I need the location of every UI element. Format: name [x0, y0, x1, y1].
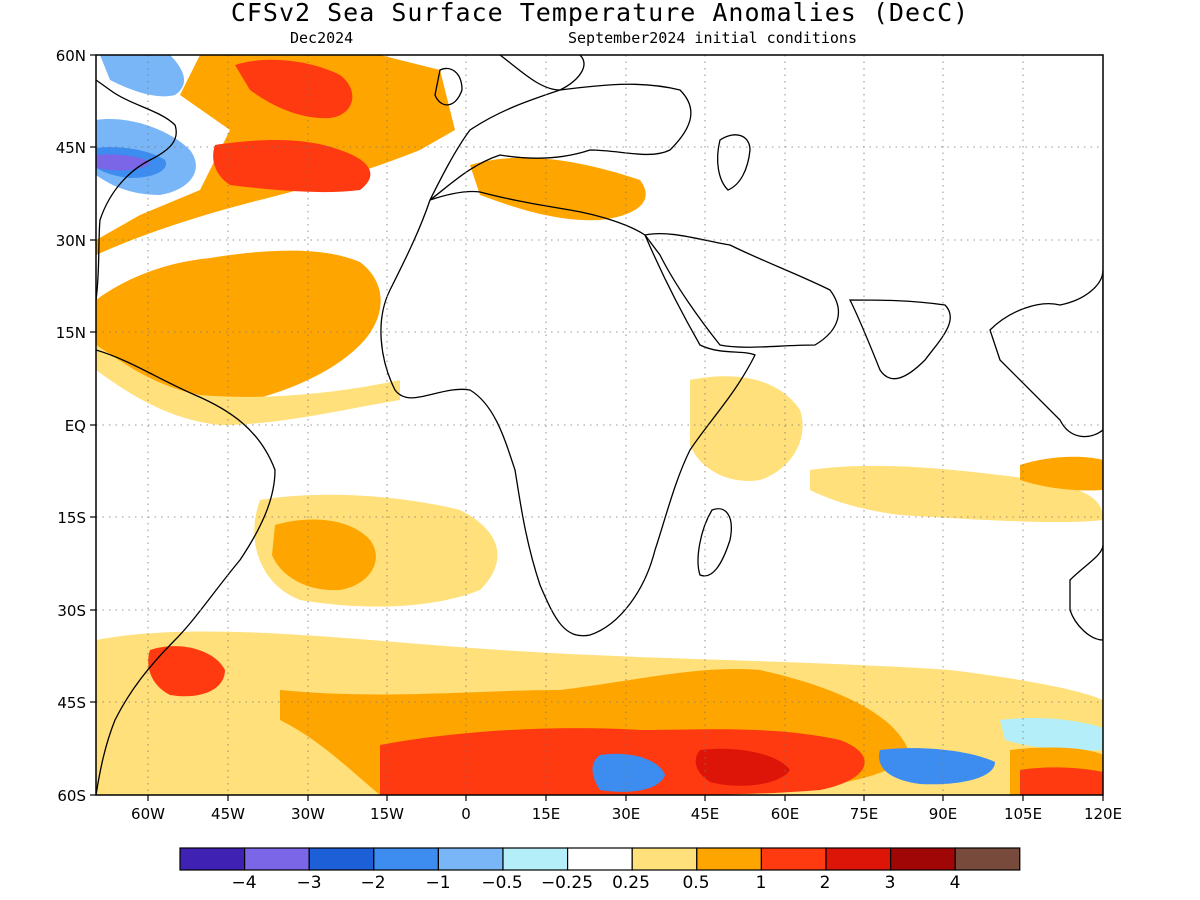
colorbar-swatch	[437, 847, 504, 871]
anomaly-region-indonesia-warm	[1020, 456, 1103, 491]
colorbar-swatch	[373, 847, 439, 871]
coastlines	[96, 55, 1103, 795]
anomaly-region-australia-south-hot	[1020, 767, 1103, 795]
colorbar-label: 2	[820, 873, 831, 893]
anomaly-region-mediterranean-warm	[470, 157, 646, 221]
australia-coastline	[1069, 544, 1103, 641]
british-isles-coastline	[434, 67, 463, 106]
colorbar-swatch	[954, 847, 1021, 871]
anomaly-region-newfoundland-cold	[100, 55, 185, 97]
lat-label: 60N	[56, 47, 86, 65]
colorbar-label: 4	[950, 873, 961, 893]
lon-label: 45E	[691, 805, 720, 823]
lat-label: EQ	[65, 417, 86, 435]
anomaly-region-s-atlantic-warm	[272, 519, 376, 591]
colorbar-swatch	[631, 847, 698, 871]
colorbar-label: −0.5	[481, 873, 522, 893]
colorbar-swatch	[244, 847, 310, 871]
lat-label: 15N	[56, 324, 86, 342]
anomaly-region-kerguelen-cold	[879, 748, 995, 785]
lon-label: 60E	[771, 805, 800, 823]
lon-label: 120E	[1084, 805, 1122, 823]
colorbar-swatch	[502, 847, 569, 871]
lon-label: 75E	[850, 805, 879, 823]
lon-label: 30W	[291, 805, 325, 823]
lon-label: 30E	[612, 805, 641, 823]
colorbar-label: 1	[756, 873, 767, 893]
colorbar-label: 0.25	[612, 873, 650, 893]
lat-label: 45N	[56, 139, 86, 157]
colorbar-label: −2	[360, 873, 385, 893]
colorbar-labels: −4 −3 −2 −1 −0.5 −0.25 0.25 0.5 1 2 3 4	[231, 873, 960, 893]
forecast-month-label: Dec2024	[290, 29, 354, 47]
north-america-coastline	[96, 79, 177, 301]
anomaly-region-patagonia-warm	[148, 646, 225, 697]
map-title: CFSv2 Sea Surface Temperature Anomalies …	[230, 0, 970, 27]
africa-coastline	[380, 190, 756, 637]
colorbar-swatch	[696, 847, 762, 871]
lat-label: 60S	[57, 787, 86, 805]
lon-label: 0	[461, 805, 471, 823]
colorbar-label: −3	[296, 873, 321, 893]
tick-marks	[90, 54, 1104, 801]
anomaly-region-n-atlantic-hot	[213, 140, 371, 193]
lon-label: 105E	[1004, 805, 1042, 823]
anomaly-region-n-atlantic-hot2	[235, 59, 353, 119]
anomaly-region-labrador-coldest	[96, 154, 150, 171]
colorbar-swatch	[566, 847, 633, 871]
initial-conditions-label: September2024 initial conditions	[568, 29, 857, 47]
anomaly-region-subtropical-atlantic-warm	[96, 250, 381, 406]
longitude-labels: 60W 45W 30W 15W 0 15E 30E 45E 60E 75E 90…	[131, 805, 1122, 823]
europe-coastline	[429, 83, 692, 201]
colorbar-swatch	[825, 847, 892, 871]
anomaly-region-atlantic-pale-warm	[96, 345, 400, 425]
colorbar	[179, 847, 1021, 871]
colorbar-swatch	[308, 847, 375, 871]
lon-label: 90E	[929, 805, 958, 823]
madagascar-coastline	[697, 508, 732, 577]
latitude-labels: 60N 45N 30N 15N EQ 15S 30S 45S 60S	[56, 47, 86, 805]
lat-label: 15S	[57, 509, 86, 527]
south-america-coastline	[96, 349, 276, 795]
colorbar-label: −4	[231, 873, 256, 893]
colorbar-label: −0.25	[541, 873, 593, 893]
anomaly-region-indian-ocean-pale	[690, 376, 803, 481]
india-coastline	[848, 299, 951, 380]
colorbar-label: 0.5	[682, 873, 709, 893]
lat-label: 30S	[57, 602, 86, 620]
lon-label: 15E	[532, 805, 561, 823]
anomaly-region-s-indian-cold	[592, 753, 665, 792]
anomaly-field	[96, 55, 1103, 795]
graticule	[96, 55, 1103, 795]
anomaly-region-s-pacific-cold	[1000, 717, 1103, 751]
caspian-coastline	[717, 134, 751, 191]
scandinavia-coastline	[499, 55, 585, 91]
colorbar-swatch	[760, 847, 827, 871]
colorbar-swatch	[179, 847, 246, 871]
colorbar-label: 3	[885, 873, 896, 893]
lon-label: 45W	[211, 805, 245, 823]
anomaly-region-southern-ocean-hottest	[695, 748, 790, 786]
lat-label: 30N	[56, 232, 86, 250]
colorbar-label: −1	[425, 873, 450, 893]
lon-label: 15W	[370, 805, 404, 823]
colorbar-swatch	[889, 847, 956, 871]
lat-label: 45S	[57, 694, 86, 712]
arabia-coastline	[643, 232, 839, 348]
se-asia-coastline	[989, 269, 1103, 438]
lon-label: 60W	[131, 805, 165, 823]
